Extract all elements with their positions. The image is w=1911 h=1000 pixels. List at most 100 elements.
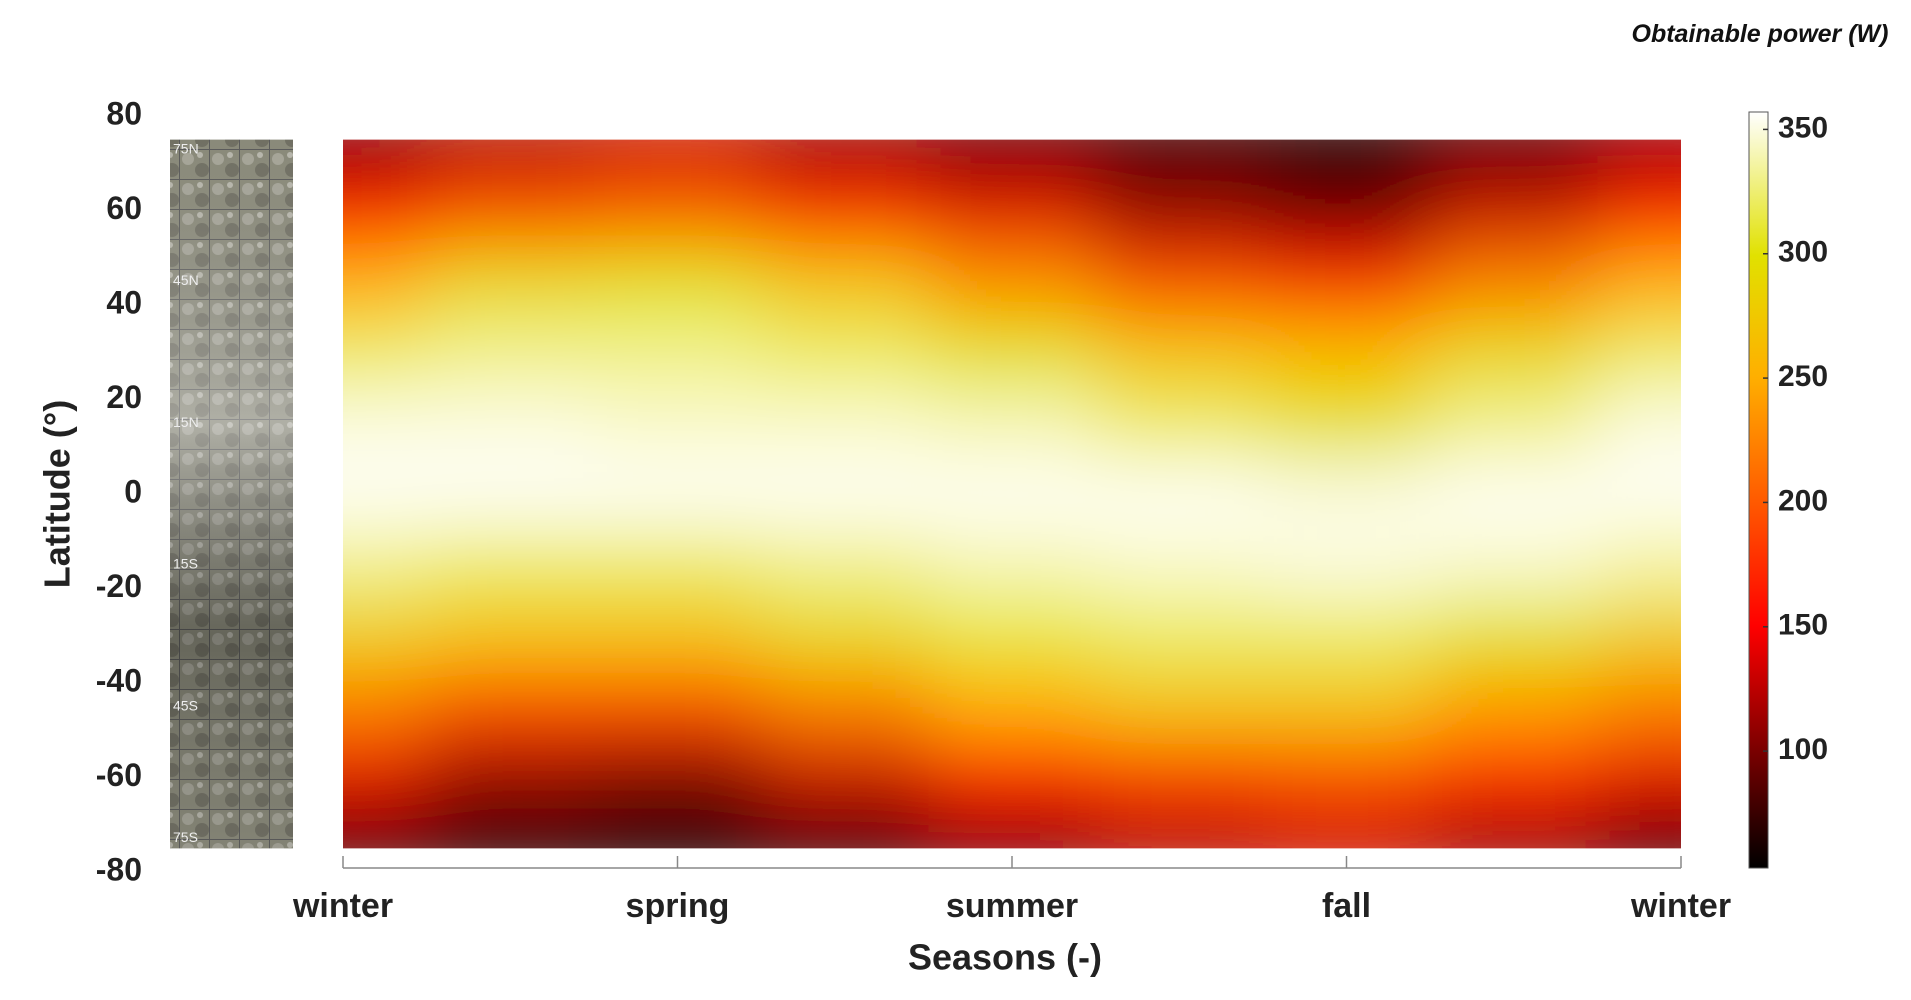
heatmap-cell — [426, 316, 595, 389]
heatmap-cell — [593, 245, 762, 318]
heatmap-cell — [343, 387, 428, 460]
heatmap-cell — [1430, 742, 1598, 814]
heatmap-cell — [1430, 671, 1598, 743]
heatmap-cell — [1430, 458, 1598, 530]
x-tick-label: summer — [946, 887, 1078, 925]
heatmap-cell — [1095, 742, 1264, 814]
heatmap-cell — [593, 671, 762, 743]
heatmap-cell — [928, 529, 1097, 601]
heatmap-cell — [761, 139, 929, 176]
heatmap-cell — [928, 600, 1097, 672]
heatmap-cell — [1597, 387, 1681, 460]
heatmap-cell — [426, 458, 595, 530]
heatmap-cell — [593, 812, 762, 849]
heatmap — [343, 139, 1681, 849]
heatmap-cell — [593, 458, 762, 530]
heatmap-cell — [1597, 671, 1681, 743]
heatmap-cell — [1597, 742, 1681, 814]
heatmap-cell — [928, 671, 1097, 743]
y-tick-label: -40 — [96, 662, 142, 698]
heatmap-cell — [1262, 671, 1431, 743]
heatmap-cell — [1095, 175, 1264, 247]
heatmap-cell — [426, 812, 595, 849]
heatmap-cell — [343, 671, 428, 743]
heatmap-cell — [1430, 316, 1598, 389]
heatmap-cell — [1597, 316, 1681, 389]
heatmap-cell — [593, 387, 762, 460]
heatmap-cell — [761, 600, 929, 672]
heatmap-cell — [1597, 458, 1681, 530]
y-axis-title: Latitude (°) — [37, 400, 78, 588]
colorbar-tick-label: 100 — [1778, 733, 1828, 766]
heatmap-cell — [761, 529, 929, 601]
heatmap-cells — [343, 139, 1681, 849]
map-label: 45S — [173, 697, 198, 713]
colorbar — [1748, 111, 1769, 869]
heatmap-cell — [1095, 387, 1264, 460]
y-tick-label: 20 — [106, 379, 142, 415]
heatmap-cell — [928, 175, 1097, 247]
y-tick-label: -60 — [96, 757, 142, 793]
heatmap-cell — [1262, 387, 1431, 460]
heatmap-cell — [1597, 812, 1681, 849]
heatmap-cell — [1430, 600, 1598, 672]
heatmap-cell — [761, 671, 929, 743]
heatmap-cell — [593, 316, 762, 389]
heatmap-cell — [1430, 529, 1598, 601]
colorbar-tick-label: 250 — [1778, 360, 1828, 393]
y-tick-label: 0 — [124, 473, 142, 509]
heatmap-cell — [593, 742, 762, 814]
heatmap-cell — [1095, 812, 1264, 849]
heatmap-cell — [593, 175, 762, 247]
heatmap-cell — [1597, 245, 1681, 318]
heatmap-cell — [426, 600, 595, 672]
map-label: 45N — [173, 272, 199, 288]
heatmap-cell — [761, 175, 929, 247]
heatmap-cell — [426, 529, 595, 601]
heatmap-cell — [1597, 600, 1681, 672]
heatmap-cell — [761, 316, 929, 389]
heatmap-cell — [1262, 175, 1431, 247]
heatmap-cell — [761, 387, 929, 460]
y-tick-label: -80 — [96, 851, 142, 887]
heatmap-cell — [761, 458, 929, 530]
heatmap-cell — [761, 742, 929, 814]
x-tick-label: fall — [1322, 887, 1371, 925]
y-tick-label: 80 — [106, 95, 142, 131]
heatmap-cell — [1262, 245, 1431, 318]
heatmap-cell — [343, 139, 428, 176]
heatmap-cell — [343, 245, 428, 318]
heatmap-cell — [928, 245, 1097, 318]
map-shade — [170, 139, 293, 849]
heatmap-cell — [343, 529, 428, 601]
heatmap-cell — [343, 175, 428, 247]
heatmap-cell — [343, 742, 428, 814]
x-axis-title: Seasons (-) — [908, 937, 1102, 978]
heatmap-cell — [426, 742, 595, 814]
heatmap-cell — [343, 600, 428, 672]
x-tick-label: spring — [626, 887, 730, 925]
map-label: 75N — [173, 140, 199, 156]
heatmap-cell — [1597, 139, 1681, 176]
heatmap-cell — [928, 458, 1097, 530]
heatmap-cell — [1597, 175, 1681, 247]
y-tick-label: 60 — [106, 190, 142, 226]
heatmap-cell — [1430, 812, 1598, 849]
heatmap-cell — [426, 139, 595, 176]
heatmap-cell — [1095, 458, 1264, 530]
heatmap-cell — [928, 742, 1097, 814]
y-tick-label: 40 — [106, 284, 142, 320]
heatmap-cell — [928, 139, 1097, 176]
heatmap-cell — [593, 529, 762, 601]
colorbar-title: Obtainable power (W) — [1631, 20, 1889, 48]
heatmap-cell — [1262, 600, 1431, 672]
heatmap-cell — [928, 316, 1097, 389]
heatmap-cell — [1430, 387, 1598, 460]
x-tick-label: winter — [1630, 887, 1731, 925]
heatmap-cell — [1597, 529, 1681, 601]
heatmap-cell — [1262, 458, 1431, 530]
heatmap-cell — [1095, 245, 1264, 318]
heatmap-cell — [426, 175, 595, 247]
heatmap-cell — [1095, 139, 1264, 176]
